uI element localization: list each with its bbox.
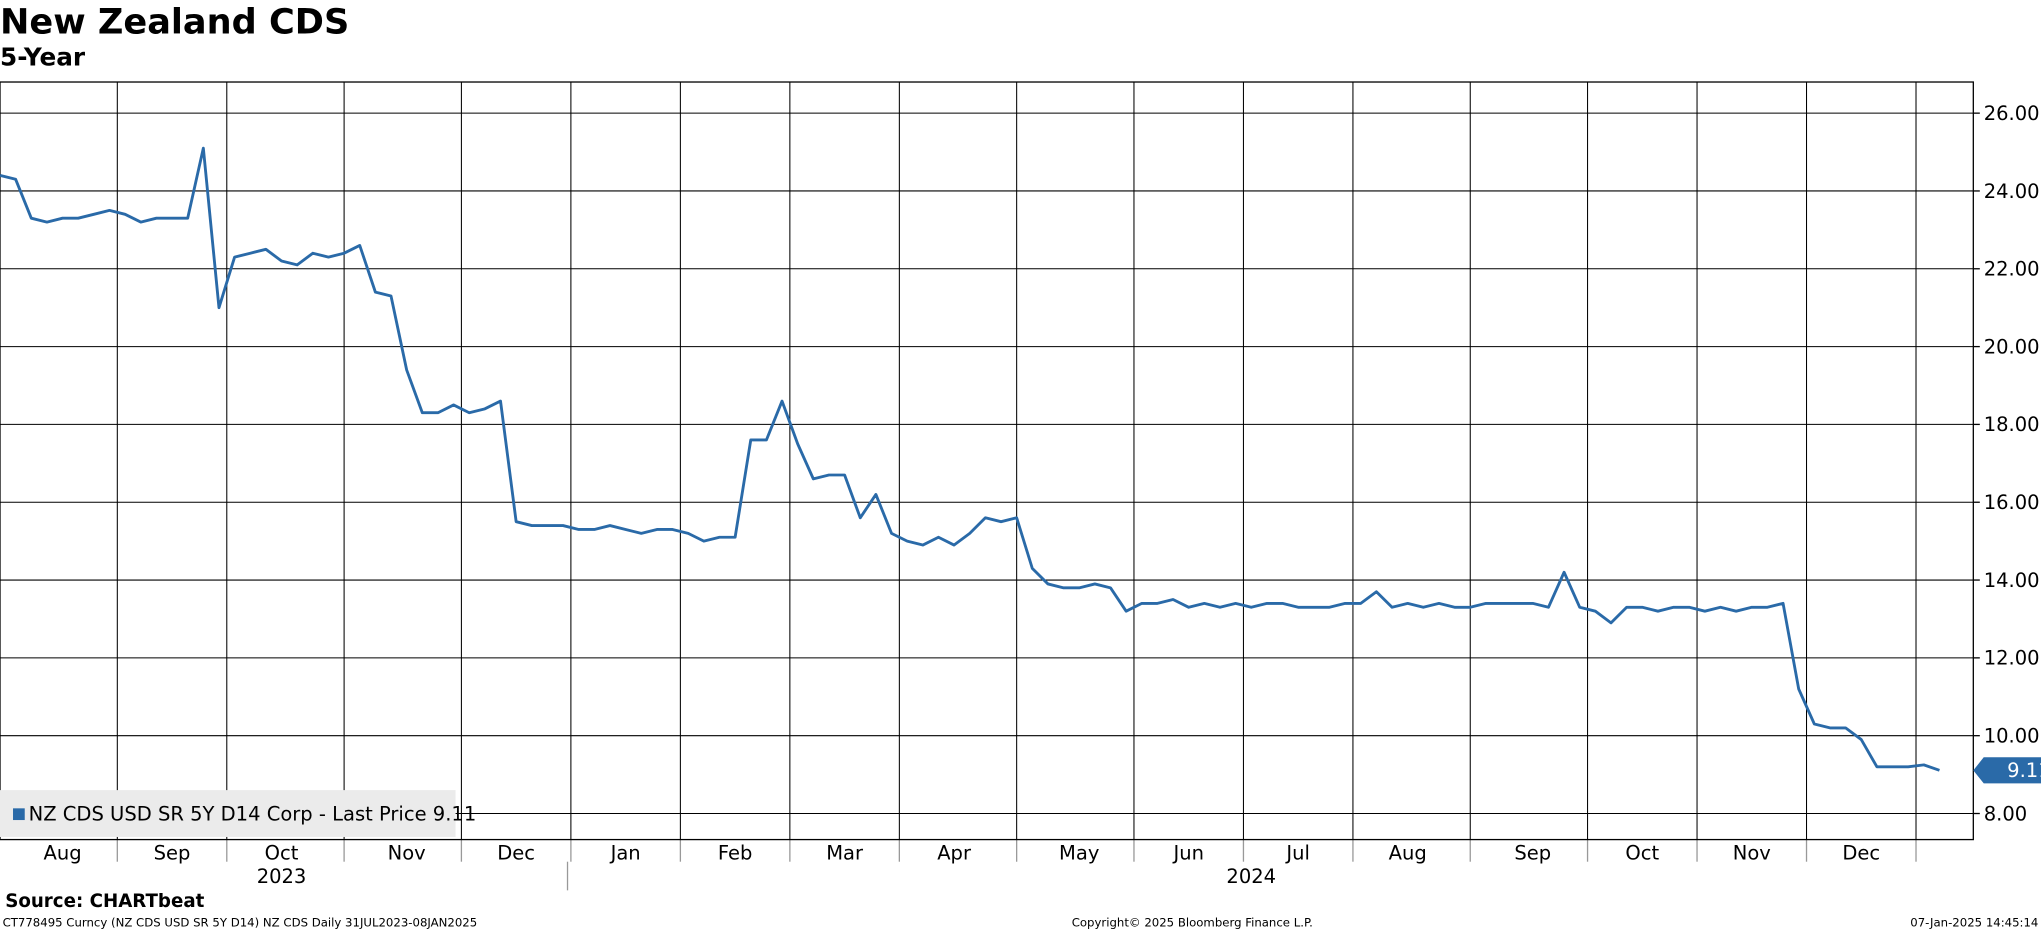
x-tick-label: Aug (44, 841, 82, 864)
legend-label: NZ CDS USD SR 5Y D14 Corp - Last Price 9… (29, 802, 477, 825)
source: Source: CHARTbeat (5, 891, 204, 912)
line-series (0, 146, 1940, 772)
x-year-label: 2024 (1226, 865, 1276, 888)
x-tick-label: Apr (937, 841, 972, 864)
plot-frame (0, 81, 1974, 841)
y-tick-label: 14.00 (1984, 569, 2040, 592)
y-tick-label: 22.00 (1984, 258, 2040, 281)
legend-swatch (13, 808, 25, 821)
x-tick-label: Oct (1625, 841, 1659, 864)
x-tick-label: Nov (1733, 841, 1771, 864)
x-tick-label: Sep (154, 841, 191, 864)
footer-right: 07-Jan-2025 14:45:14 (1910, 915, 2038, 929)
x-tick-label: Nov (388, 841, 426, 864)
chart-title: New Zealand CDS (0, 1, 349, 42)
x-tick-label: Jan (609, 841, 641, 864)
last-value-label: 9.11 (2007, 759, 2041, 782)
y-tick-label: 26.00 (1984, 102, 2040, 125)
y-tick-label: 10.00 (1984, 724, 2040, 747)
footer-left: CT778495 Curncy (NZ CDS USD SR 5Y D14) N… (3, 915, 478, 929)
x-tick-label: Aug (1389, 841, 1427, 864)
x-tick-label: Jun (1171, 841, 1204, 864)
y-tick-label: 20.00 (1984, 335, 2040, 358)
x-tick-label: Feb (718, 841, 753, 864)
footer-center: Copyright© 2025 Bloomberg Finance L.P. (1072, 915, 1313, 929)
legend-box (0, 790, 456, 837)
x-tick-label: May (1059, 841, 1099, 864)
y-tick-label: 18.00 (1984, 413, 2040, 436)
x-tick-label: Dec (497, 841, 535, 864)
x-tick-label: Oct (265, 841, 299, 864)
y-tick-label: 24.00 (1984, 180, 2040, 203)
y-tick-label: 16.00 (1984, 491, 2040, 514)
y-tick-label: 8.00 (1984, 802, 2027, 825)
x-tick-label: Mar (826, 841, 864, 864)
x-year-label: 2023 (257, 865, 307, 888)
x-tick-label: Dec (1842, 841, 1880, 864)
x-tick-label: Jul (1284, 841, 1310, 864)
x-tick-label: Sep (1514, 841, 1551, 864)
y-tick-label: 12.00 (1984, 647, 2040, 670)
chart-subtitle: 5-Year (0, 43, 86, 72)
last-value-badge (1973, 757, 2041, 784)
